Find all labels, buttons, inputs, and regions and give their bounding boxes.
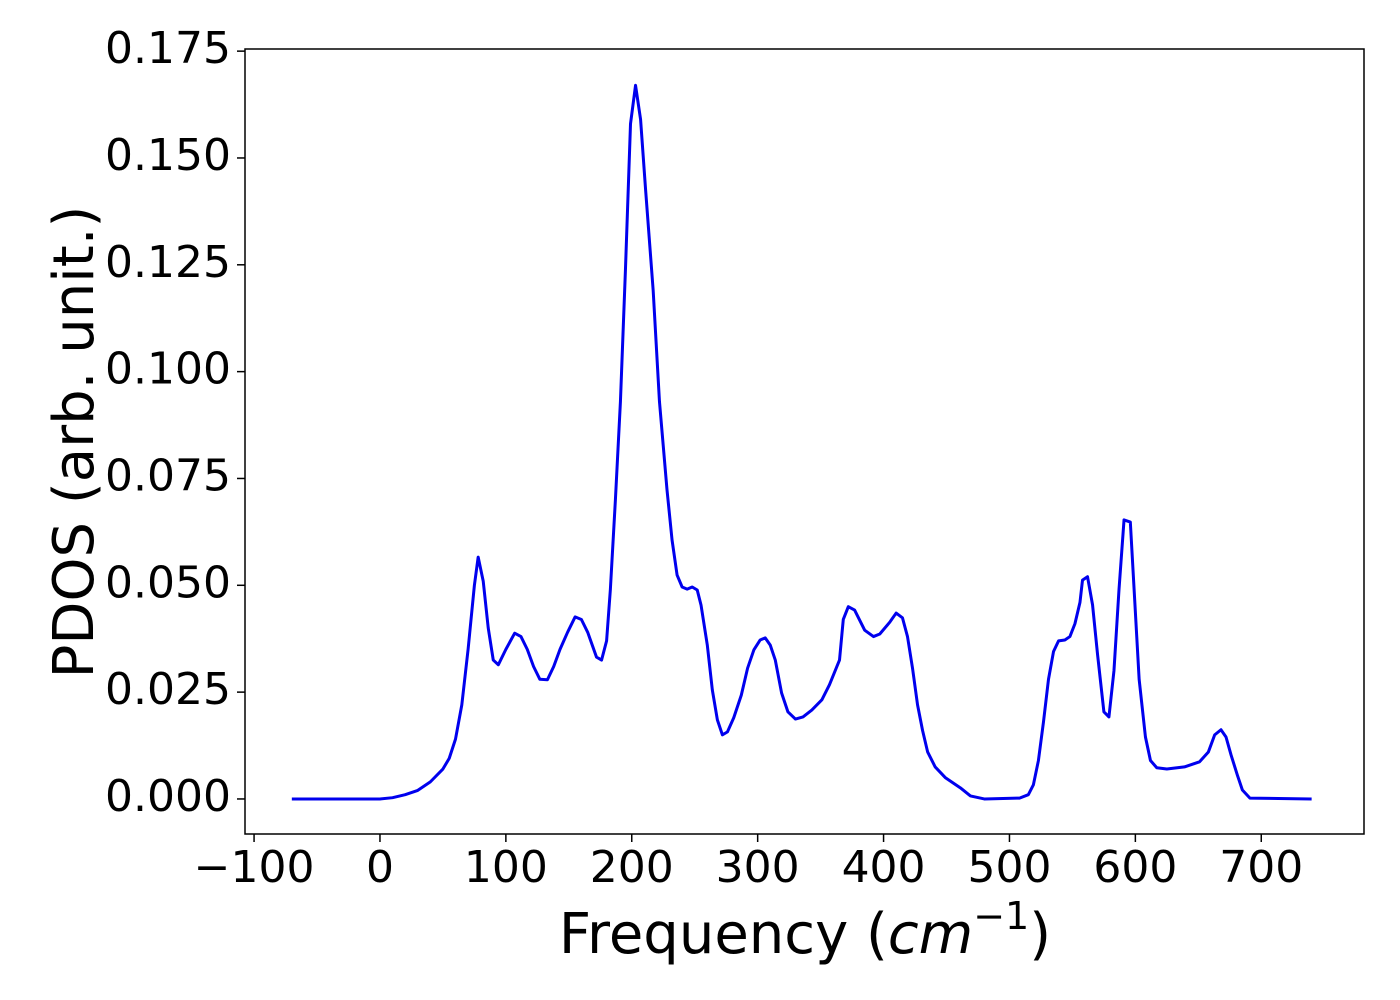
y-tick-label: 0.025 bbox=[105, 664, 231, 715]
x-tick-label: 100 bbox=[464, 842, 548, 893]
y-tick-label: 0.100 bbox=[105, 344, 231, 395]
x-tick-label: 200 bbox=[590, 842, 674, 893]
x-axis-label: Frequency (cm−1) bbox=[559, 894, 1051, 967]
y-tick-label: 0.075 bbox=[105, 450, 231, 501]
y-tick-label: 0.000 bbox=[105, 771, 231, 822]
x-tick-label: 0 bbox=[366, 842, 394, 893]
plot-frame bbox=[244, 48, 1365, 835]
x-tick-label: 300 bbox=[716, 842, 800, 893]
x-label-text: Frequency ( bbox=[559, 902, 888, 967]
line-series bbox=[291, 83, 1312, 801]
x-label-unit: cm bbox=[888, 902, 973, 967]
x-tick-label: 600 bbox=[1093, 842, 1177, 893]
x-tick-label: 400 bbox=[842, 842, 926, 893]
y-axis-label: PDOS (arb. unit.) bbox=[42, 206, 107, 679]
x-tick-label: 700 bbox=[1219, 842, 1303, 893]
y-tick-label: 0.125 bbox=[105, 237, 231, 288]
x-tick-label: 500 bbox=[967, 842, 1051, 893]
x-label-close: ) bbox=[1029, 902, 1051, 967]
y-tick-label: 0.175 bbox=[105, 23, 231, 74]
y-tick-label: 0.150 bbox=[105, 130, 231, 181]
y-tick-label: 0.050 bbox=[105, 557, 231, 608]
x-label-exponent: −1 bbox=[973, 894, 1029, 938]
x-tick-label: −100 bbox=[194, 842, 315, 893]
